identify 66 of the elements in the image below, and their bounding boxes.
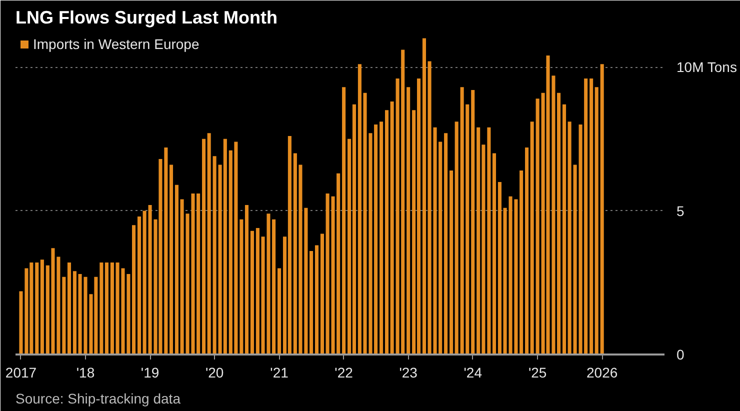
bar	[384, 110, 389, 354]
x-tick-label: 2017	[5, 364, 37, 380]
bar	[454, 122, 458, 354]
bar	[492, 153, 496, 354]
source-note: Source: Ship-tracking data	[16, 390, 181, 406]
bar	[240, 219, 244, 354]
bar	[244, 205, 249, 354]
bar	[573, 164, 577, 354]
bar	[56, 256, 60, 354]
y-tick-label: 5	[676, 202, 684, 219]
bar	[562, 104, 566, 354]
x-tick-label: '18	[76, 364, 95, 380]
bar	[525, 148, 529, 354]
bar	[250, 230, 254, 354]
bar	[568, 122, 572, 354]
bar	[72, 271, 76, 354]
bar	[137, 216, 142, 354]
x-tick-label: '25	[528, 364, 547, 380]
y-tick-label: 10M Tons	[676, 59, 737, 75]
x-tick-label: '23	[399, 364, 418, 380]
bar	[314, 245, 319, 354]
x-tick-label: '21	[270, 364, 289, 380]
bar	[390, 102, 394, 354]
bar	[342, 87, 346, 354]
bar	[164, 148, 168, 354]
y-tick-label: 0	[676, 346, 684, 362]
bar	[132, 225, 136, 354]
bar	[310, 251, 314, 354]
bar	[557, 92, 561, 354]
bar	[207, 133, 211, 354]
bar	[67, 262, 72, 354]
bar	[487, 127, 491, 354]
bar	[148, 205, 152, 354]
bar	[450, 170, 454, 354]
bar	[530, 122, 534, 354]
chart-title: LNG Flows Surged Last Month	[16, 8, 278, 28]
bar	[202, 138, 206, 354]
bar	[19, 291, 23, 354]
bar	[380, 122, 384, 354]
bar	[174, 184, 178, 354]
x-tick-label: '20	[205, 364, 224, 380]
bar	[104, 262, 108, 354]
bar	[40, 260, 44, 354]
x-tick-label: '22	[334, 364, 354, 380]
bar	[428, 61, 432, 354]
bar	[422, 38, 426, 354]
bar	[498, 182, 502, 354]
bar	[594, 87, 598, 354]
bar	[600, 64, 604, 354]
bar	[142, 210, 146, 354]
x-tick-label: '24	[464, 364, 482, 380]
bar	[100, 262, 104, 354]
bar	[35, 262, 39, 354]
bar	[169, 164, 174, 354]
bar	[62, 276, 66, 354]
x-tick-label: 2026	[586, 364, 618, 380]
bar	[471, 90, 475, 354]
bar	[536, 98, 540, 354]
bar	[278, 268, 282, 354]
bar	[212, 156, 216, 354]
bar	[444, 133, 448, 354]
bar	[406, 87, 410, 354]
bar	[320, 234, 324, 354]
legend-label: Imports in Western Europe	[33, 36, 200, 52]
bar	[590, 78, 594, 354]
x-tick-label: '19	[140, 364, 160, 380]
